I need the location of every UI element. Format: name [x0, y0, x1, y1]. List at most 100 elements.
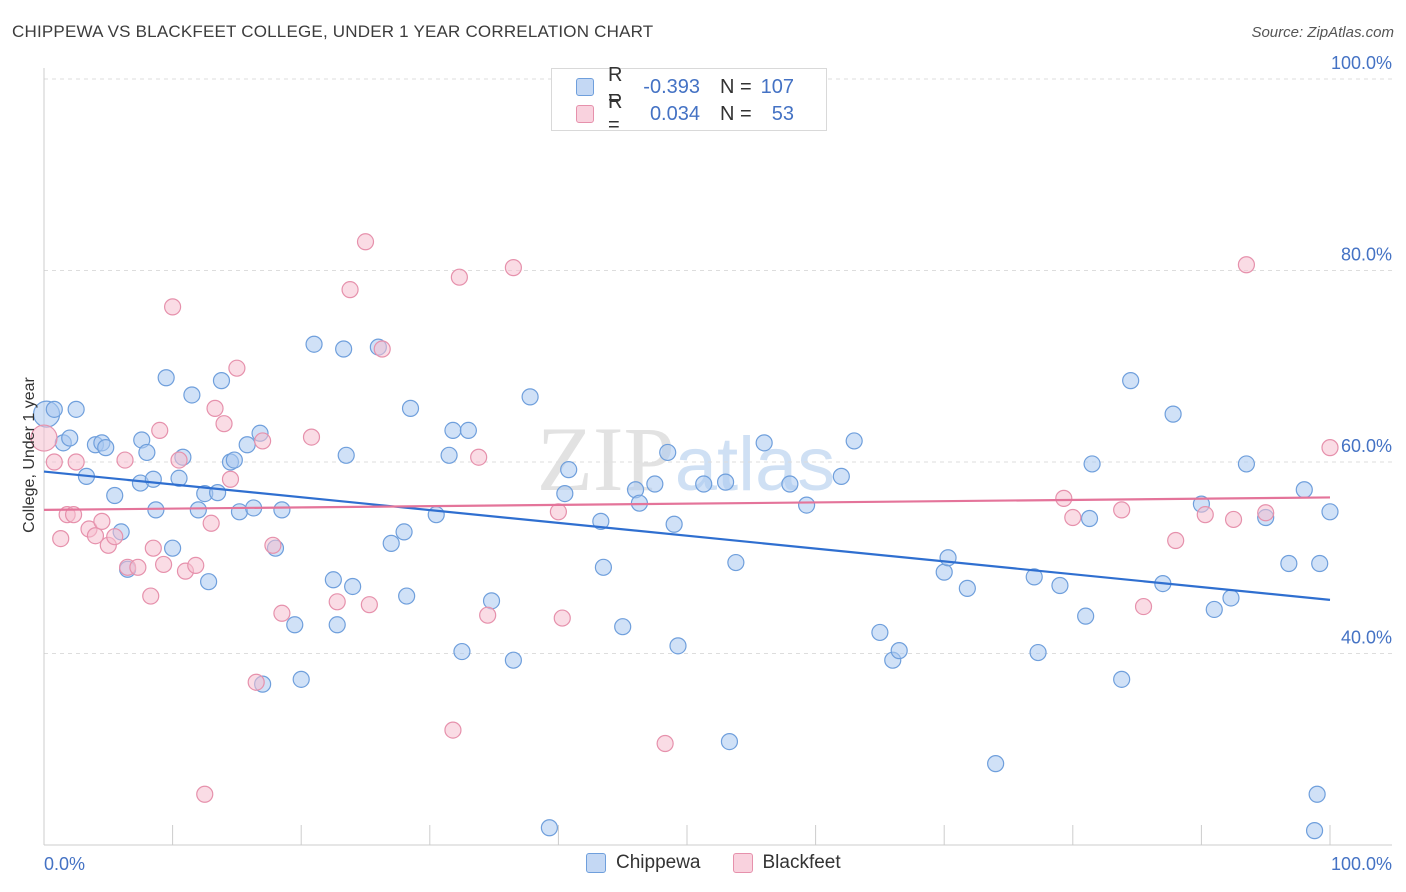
chippewa-point	[238, 436, 256, 454]
axes	[43, 68, 1392, 846]
chippewa-point	[1080, 509, 1099, 528]
chippewa-point	[335, 340, 353, 358]
blackfeet-point	[273, 604, 291, 622]
blackfeet-point	[1196, 506, 1214, 524]
blackfeet-point	[264, 536, 282, 554]
chippewa-point	[935, 563, 953, 581]
chippewa-point	[170, 469, 188, 487]
chippewa-point	[1205, 600, 1223, 619]
chippewa-point	[67, 400, 85, 418]
chippewa-point	[144, 470, 162, 488]
blackfeet-point	[553, 609, 571, 627]
blackfeet-point	[170, 451, 188, 469]
chippewa-point	[1295, 481, 1313, 499]
blackfeet-point	[1134, 597, 1153, 616]
blackfeet-point	[360, 596, 378, 614]
blackfeet-point	[154, 555, 173, 574]
chippewa-point	[987, 755, 1005, 773]
chippewa-point	[720, 732, 739, 751]
blackfeet-point	[187, 556, 205, 575]
chippewa-swatch	[576, 78, 594, 96]
chippewa-point	[890, 642, 908, 660]
blackfeet-point	[202, 514, 220, 532]
chippewa-point	[212, 372, 231, 390]
chippewa-point	[106, 486, 124, 505]
source-label: Source: ZipAtlas.com	[1251, 24, 1394, 41]
chippewa-point	[482, 592, 501, 610]
chippewa-point	[832, 467, 850, 485]
chippewa-point	[1237, 455, 1256, 473]
blackfeet-point	[164, 298, 182, 316]
chippewa-point	[1305, 822, 1324, 840]
trend-lines	[43, 470, 1331, 601]
chippewa-point	[382, 534, 400, 552]
chippewa-point	[324, 571, 342, 589]
legend-item-blackfeet[interactable]: Blackfeet	[732, 852, 841, 874]
chippewa-point	[200, 573, 218, 591]
chippewa-point	[157, 369, 175, 387]
x-tick-label-min: 0.0%	[44, 854, 85, 874]
chippewa-point	[695, 475, 713, 493]
chippewa-point	[594, 558, 613, 576]
blackfeet-point	[356, 233, 375, 251]
series-legend: Chippewa Blackfeet	[586, 852, 873, 874]
chippewa-point	[646, 475, 664, 493]
chippewa-point	[560, 461, 578, 479]
chippewa-point	[453, 642, 471, 661]
blackfeet-point	[1055, 489, 1073, 507]
legend-row-chippewa: R = -0.393 N = 107	[576, 64, 794, 109]
blackfeet-point	[444, 721, 462, 739]
r-value: 0.034	[649, 102, 700, 125]
legend-row-blackfeet: R = 0.034 N = 53	[576, 91, 794, 136]
chippewa-point	[504, 651, 522, 669]
chippewa-point	[1113, 670, 1131, 688]
chippewa-point	[273, 501, 291, 519]
chippewa-point	[401, 399, 420, 417]
blackfeet-point	[1113, 501, 1131, 519]
blackfeet-point	[450, 268, 468, 286]
blackfeet-point	[30, 424, 58, 452]
n-value: 107	[760, 75, 794, 98]
blackfeet-point	[341, 281, 359, 299]
blackfeet-point	[221, 470, 240, 488]
chippewa-point	[540, 819, 558, 837]
blackfeet-point	[1237, 256, 1256, 274]
blackfeet-point	[129, 558, 147, 576]
stats-legend: R = -0.393 N = 107 R = 0.034 N = 53	[551, 64, 827, 136]
r-label: R =	[608, 64, 623, 109]
chippewa-point	[344, 577, 362, 596]
chippewa-point	[1280, 554, 1298, 573]
blackfeet-point	[1257, 504, 1275, 522]
blackfeet-point	[228, 359, 246, 377]
chippewa-point	[1051, 576, 1069, 595]
blackfeet-point	[302, 428, 321, 446]
chippewa-point	[1029, 643, 1047, 662]
chippewa-point	[755, 434, 773, 452]
chippewa-point	[845, 432, 863, 450]
chippewa-point	[1308, 785, 1326, 803]
blackfeet-point	[93, 512, 111, 530]
blackfeet-point	[656, 734, 674, 753]
chippewa-point	[1083, 455, 1101, 473]
legend-item-chippewa[interactable]: Chippewa	[586, 852, 701, 874]
chippewa-point	[665, 515, 683, 533]
chippewa-point	[1077, 607, 1095, 625]
watermark: ZIPatlas	[537, 408, 836, 510]
y-tick-label: 80.0%	[1341, 245, 1392, 265]
blackfeet-point	[328, 593, 346, 611]
blackfeet-point	[196, 785, 214, 803]
blackfeet-swatch	[576, 105, 594, 123]
chart-title: CHIPPEWA VS BLACKFEET COLLEGE, UNDER 1 Y…	[12, 22, 654, 41]
chippewa-point	[292, 670, 310, 688]
chippewa-point	[337, 446, 355, 464]
blackfeet-point	[549, 503, 568, 521]
chippewa-point	[958, 579, 976, 597]
blackfeet-point	[45, 453, 63, 471]
chippewa-point	[440, 446, 458, 464]
chippewa-point	[521, 388, 539, 406]
chippewa-point	[444, 421, 462, 440]
blackfeet-swatch	[732, 853, 753, 873]
chippewa-point	[328, 616, 346, 634]
chippewa-point	[1122, 372, 1140, 390]
